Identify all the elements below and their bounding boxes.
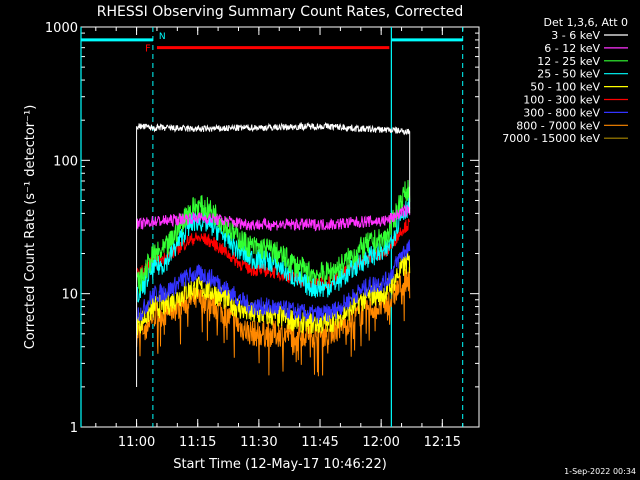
night-bar-label: N bbox=[159, 32, 166, 42]
series-line-6 bbox=[136, 239, 411, 324]
legend-entry-label: 800 - 7000 keV bbox=[516, 119, 600, 132]
legend-entry-label: 12 - 25 keV bbox=[537, 55, 600, 68]
legend-entry-label: 3 - 6 keV bbox=[551, 29, 600, 42]
y-tick-label: 1000 bbox=[45, 21, 78, 36]
x-tick-label: 12:15 bbox=[424, 435, 461, 450]
x-tick-label: 12:00 bbox=[362, 435, 399, 450]
series-line-0 bbox=[136, 121, 410, 136]
legend-entry-label: 7000 - 15000 keV bbox=[502, 132, 600, 145]
annotations: NF bbox=[80, 27, 464, 427]
legend-entry-label: 300 - 800 keV bbox=[523, 106, 600, 119]
x-axis-label: Start Time (12-May-17 10:46:22) bbox=[173, 457, 387, 472]
flare-bar-label: F bbox=[145, 44, 151, 55]
footer-date: 1-Sep-2022 00:34 bbox=[564, 467, 636, 476]
legend-entry-label: 25 - 50 keV bbox=[537, 68, 600, 81]
series-line-1 bbox=[136, 203, 411, 232]
legend-entry-label: 6 - 12 keV bbox=[544, 42, 600, 55]
y-axis-label: Corrected Count Rate (s⁻¹ detector⁻¹) bbox=[23, 105, 38, 350]
series-line-2 bbox=[136, 179, 411, 294]
chart-title: RHESSI Observing Summary Count Rates, Co… bbox=[97, 4, 463, 20]
x-tick-label: 11:00 bbox=[118, 435, 155, 450]
y-tick-label: 100 bbox=[53, 154, 78, 169]
x-tick-label: 11:30 bbox=[240, 435, 277, 450]
x-tick-label: 11:15 bbox=[179, 435, 216, 450]
legend-entry-label: 50 - 100 keV bbox=[530, 81, 600, 94]
y-tick-label: 10 bbox=[61, 288, 78, 303]
x-tick-label: 11:45 bbox=[301, 435, 338, 450]
y-tick-label: 1 bbox=[70, 421, 78, 436]
axis-ticks: 11:00 11:15 11:30 11:45 12:00 12:15 1 10 100 1000 bbox=[45, 21, 479, 450]
data-series bbox=[136, 121, 411, 387]
legend-title: Det 1,3,6, Att 0 bbox=[544, 16, 628, 29]
legend-entry-label: 100 - 300 keV bbox=[523, 94, 600, 107]
